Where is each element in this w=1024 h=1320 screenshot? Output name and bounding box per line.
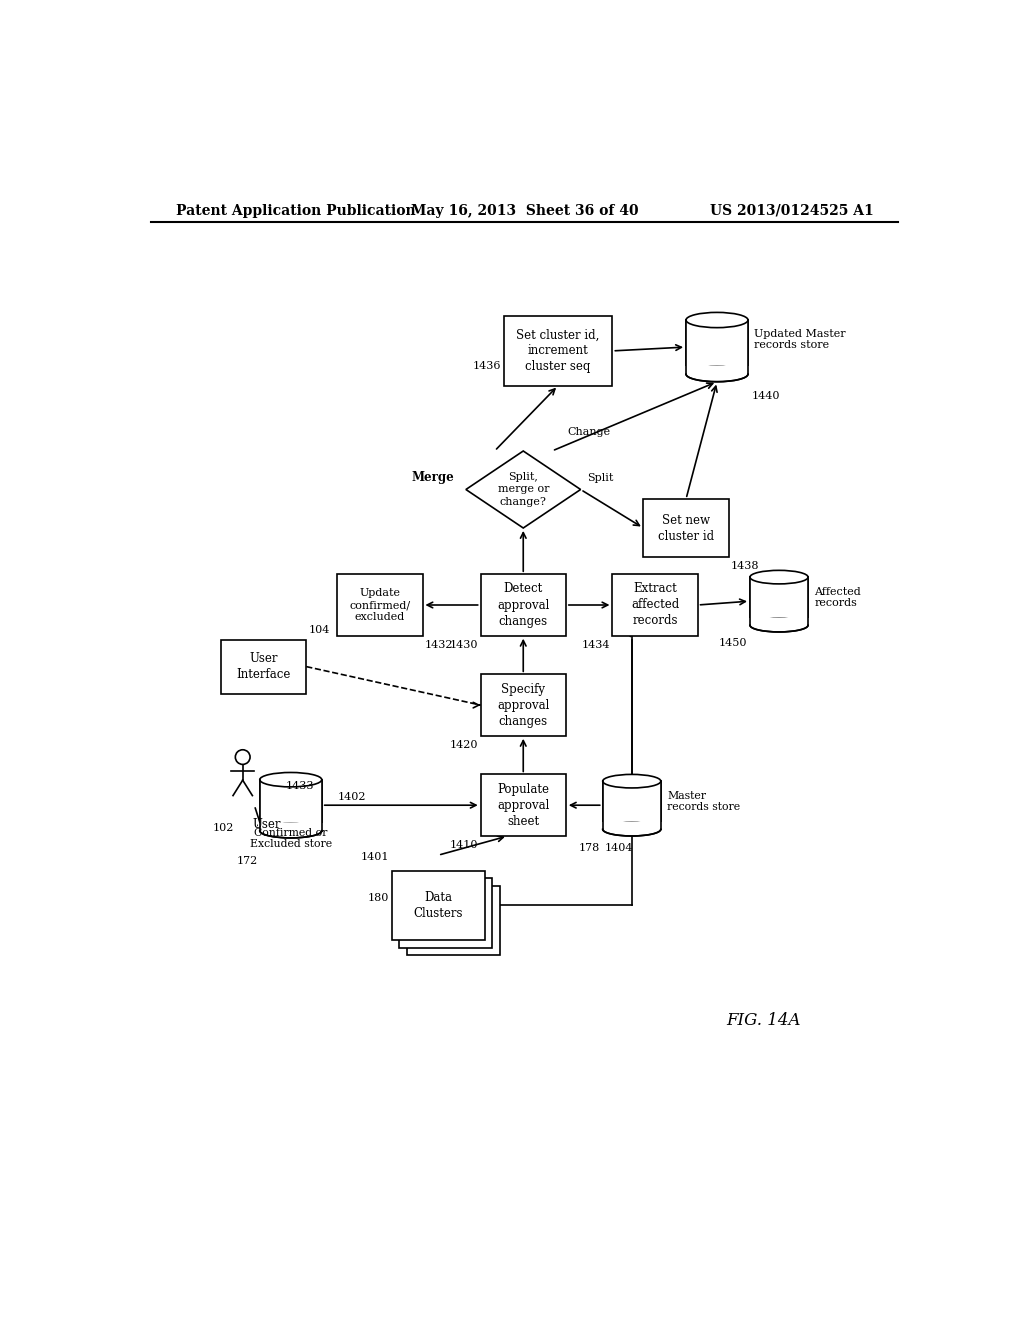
Text: Set new
cluster id: Set new cluster id: [658, 513, 714, 543]
Bar: [480, 775, 566, 836]
Bar: [480, 675, 566, 737]
Bar: [603, 781, 660, 829]
Text: Change: Change: [567, 428, 610, 437]
Text: Merge: Merge: [412, 471, 455, 484]
Bar: [601, 821, 663, 829]
Text: Confirmed or
Excluded store: Confirmed or Excluded store: [250, 828, 332, 850]
Circle shape: [236, 750, 250, 764]
Text: Detect
approval
changes: Detect approval changes: [497, 582, 550, 627]
Bar: [407, 886, 500, 956]
Text: Data
Clusters: Data Clusters: [414, 891, 463, 920]
Ellipse shape: [686, 313, 748, 327]
Ellipse shape: [603, 775, 660, 788]
Bar: [612, 574, 697, 636]
Text: 1404: 1404: [605, 842, 634, 853]
Bar: [750, 577, 808, 626]
Text: 102: 102: [213, 824, 234, 833]
Text: Affected
records: Affected records: [814, 586, 861, 609]
Text: 1410: 1410: [450, 841, 478, 850]
Text: Specify
approval
changes: Specify approval changes: [497, 682, 550, 727]
Bar: [684, 366, 750, 374]
Text: 172: 172: [237, 857, 257, 866]
Text: Split,
merge or
change?: Split, merge or change?: [498, 473, 549, 507]
Text: FIG. 14A: FIG. 14A: [726, 1012, 801, 1030]
Text: 104: 104: [308, 626, 330, 635]
Text: Populate
approval
sheet: Populate approval sheet: [497, 783, 550, 828]
Text: US 2013/0124525 A1: US 2013/0124525 A1: [710, 203, 873, 218]
Text: User
Interface: User Interface: [237, 652, 291, 681]
Text: 1402: 1402: [337, 792, 366, 803]
Bar: [221, 640, 306, 693]
Ellipse shape: [603, 822, 660, 836]
Text: Patent Application Publication: Patent Application Publication: [176, 203, 416, 218]
Text: 1420: 1420: [450, 741, 478, 750]
Text: 1433: 1433: [286, 781, 313, 791]
Text: 180: 180: [368, 892, 389, 903]
Text: 1430: 1430: [450, 640, 478, 649]
Bar: [749, 618, 810, 626]
Text: 1450: 1450: [719, 639, 748, 648]
Text: 1401: 1401: [360, 851, 389, 862]
Bar: [480, 574, 566, 636]
Ellipse shape: [750, 570, 808, 583]
Text: Updated Master
records store: Updated Master records store: [755, 329, 846, 350]
Text: May 16, 2013  Sheet 36 of 40: May 16, 2013 Sheet 36 of 40: [411, 203, 639, 218]
Text: Extract
affected
records: Extract affected records: [631, 582, 679, 627]
Bar: [399, 878, 493, 948]
Ellipse shape: [750, 618, 808, 632]
Ellipse shape: [260, 772, 322, 787]
Polygon shape: [466, 451, 581, 528]
Text: Update
confirmed/
excluded: Update confirmed/ excluded: [349, 587, 411, 623]
Bar: [391, 871, 484, 940]
Text: 1436: 1436: [473, 362, 502, 371]
Ellipse shape: [686, 367, 748, 381]
Bar: [643, 499, 729, 557]
Text: User: User: [252, 818, 281, 832]
Text: 1438: 1438: [731, 561, 760, 572]
Text: 1432: 1432: [425, 640, 454, 649]
Text: Split: Split: [587, 474, 613, 483]
Ellipse shape: [260, 824, 322, 838]
Text: Master
records store: Master records store: [667, 791, 740, 812]
Text: 1434: 1434: [582, 640, 610, 649]
Bar: [337, 574, 423, 636]
Bar: [686, 319, 748, 374]
Bar: [504, 317, 612, 385]
Bar: [260, 780, 322, 830]
Bar: [258, 822, 324, 830]
Text: 1440: 1440: [752, 391, 780, 400]
Text: 178: 178: [580, 842, 600, 853]
Text: Set cluster id,
increment
cluster seq: Set cluster id, increment cluster seq: [516, 329, 600, 374]
